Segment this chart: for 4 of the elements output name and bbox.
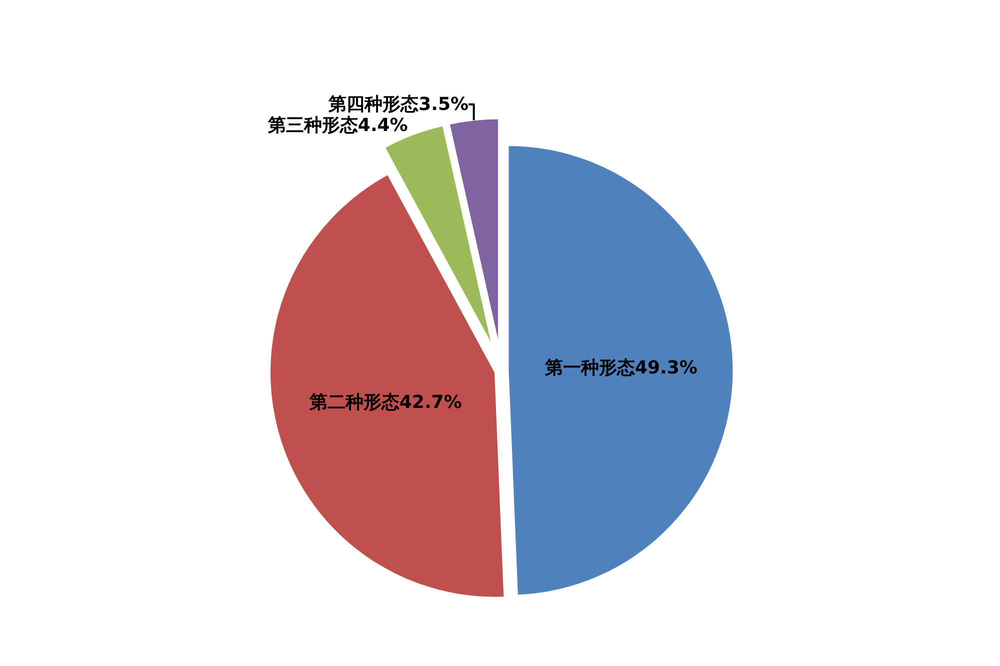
slice-label: 第四种形态3.5%	[328, 94, 469, 115]
slice-label: 第一种形态49.3%	[544, 358, 698, 379]
slice-label: 第二种形态42.7%	[308, 392, 462, 414]
slice-label: 第三种形态4.4%	[266, 114, 408, 136]
